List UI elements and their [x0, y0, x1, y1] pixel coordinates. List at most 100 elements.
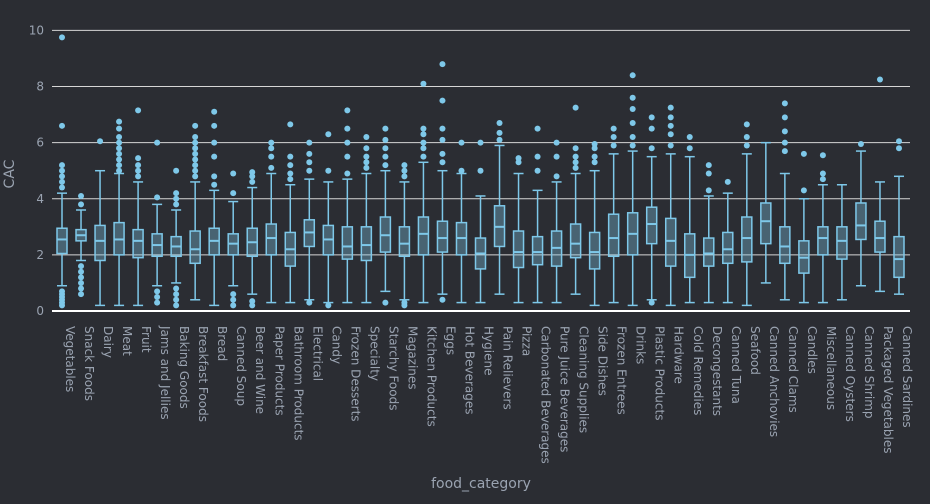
outlier-point — [591, 145, 598, 152]
outlier-point — [211, 153, 218, 160]
outlier-point — [515, 159, 522, 166]
box-cleaning-supplies[interactable] — [569, 104, 582, 295]
box-miscellaneous[interactable] — [817, 152, 829, 304]
outlier-point — [781, 148, 788, 155]
outlier-point — [268, 153, 275, 160]
box-beer-and-wine[interactable] — [246, 169, 258, 309]
x-tick-label: Dairy — [101, 326, 115, 358]
box-frozen-entrees[interactable] — [607, 125, 620, 304]
box-kitchen-products[interactable] — [417, 80, 430, 304]
box-hygiene[interactable] — [474, 139, 487, 304]
outlier-point — [363, 134, 370, 141]
box-specialty[interactable] — [360, 134, 373, 304]
box-side-dishes[interactable] — [588, 141, 601, 307]
outlier-point — [629, 120, 636, 127]
outlier-point — [382, 125, 389, 132]
outlier-point — [173, 167, 180, 174]
box-carbonated-beverages[interactable] — [531, 125, 544, 304]
box-cold-remedies[interactable] — [684, 134, 696, 304]
outlier-point — [800, 187, 807, 194]
outlier-point — [496, 120, 503, 127]
x-tick-label: Snack Foods — [82, 326, 96, 401]
outlier-point — [116, 145, 123, 152]
box-candles[interactable] — [798, 150, 810, 304]
box-canned-clams[interactable] — [779, 100, 791, 301]
outlier-point — [173, 285, 180, 292]
box-electrical[interactable] — [303, 139, 316, 306]
outlier-point — [420, 80, 427, 87]
x-tick-label: Eggs — [443, 326, 457, 355]
iqr-box — [722, 231, 734, 265]
outlier-point — [363, 153, 370, 160]
outlier-point — [287, 170, 294, 177]
box-seafood[interactable] — [741, 121, 753, 307]
box-dairy[interactable] — [94, 138, 106, 307]
iqr-box — [741, 216, 753, 263]
outlier-point — [420, 145, 427, 152]
box-hot-beverages[interactable] — [455, 139, 468, 304]
outlier-point — [439, 136, 446, 143]
box-canned-sardines[interactable] — [893, 138, 905, 295]
y-tick-label: 2 — [36, 248, 44, 262]
x-tick-label: Pure Juice Beverages — [558, 326, 572, 452]
outlier-point — [781, 100, 788, 107]
iqr-box — [94, 224, 106, 262]
box-decongestants[interactable] — [703, 162, 715, 304]
x-tick-label: Canned Anchovies — [767, 326, 781, 437]
outlier-point — [667, 131, 674, 138]
box-canned-anchovies[interactable] — [760, 141, 772, 284]
box-canned-soup[interactable] — [227, 170, 239, 309]
box-fruit[interactable] — [132, 107, 144, 307]
box-eggs[interactable] — [436, 61, 449, 303]
x-tick-label: Candles — [805, 326, 819, 374]
box-frozen-desserts[interactable] — [341, 107, 354, 304]
x-tick-label: Canned Sardines — [900, 326, 914, 428]
box-baking-goods[interactable] — [170, 167, 182, 309]
box-canned-tuna[interactable] — [722, 178, 734, 304]
outlier-point — [173, 302, 180, 309]
box-breakfast-foods[interactable] — [189, 122, 201, 301]
outlier-point — [154, 299, 161, 306]
x-tick-label: Specialty — [367, 326, 381, 381]
outlier-point — [382, 136, 389, 143]
box-magazines[interactable] — [398, 162, 411, 309]
x-tick-label: Beer and Wine — [253, 326, 267, 414]
box-pain-relievers[interactable] — [493, 120, 506, 295]
outlier-point — [59, 184, 65, 191]
outlier-point — [59, 288, 65, 295]
outlier-point — [819, 176, 826, 183]
outlier-point — [420, 131, 427, 138]
outlier-point — [116, 150, 123, 157]
box-packaged-vegetables[interactable] — [874, 76, 886, 293]
box-vegetables[interactable] — [56, 34, 68, 309]
box-meat[interactable] — [113, 118, 125, 307]
outlier-point — [192, 173, 199, 180]
outlier-point — [78, 268, 85, 275]
box-pizza[interactable] — [512, 155, 525, 304]
box-hardware[interactable] — [664, 104, 677, 307]
box-jams-and-jellies[interactable] — [151, 139, 163, 306]
box-canned-oysters[interactable] — [836, 183, 848, 301]
box-starchy-foods[interactable] — [379, 125, 392, 306]
outlier-point — [78, 291, 85, 298]
outlier-point — [135, 162, 142, 169]
outlier-point — [135, 173, 142, 180]
box-bread[interactable] — [208, 108, 220, 307]
box-series[interactable] — [56, 34, 905, 309]
outlier-point — [154, 194, 161, 201]
outlier-point — [154, 288, 161, 295]
box-candy[interactable] — [322, 131, 335, 309]
outlier-point — [306, 139, 313, 146]
box-drinks[interactable] — [626, 72, 639, 307]
outlier-point — [667, 104, 674, 111]
box-pure-juice-beverages[interactable] — [550, 139, 563, 304]
outlier-point — [211, 108, 218, 115]
outlier-point — [629, 134, 636, 141]
outlier-point — [781, 128, 788, 135]
box-bathroom-products[interactable] — [284, 121, 297, 304]
box-plastic-products[interactable] — [645, 114, 658, 306]
box-paper-products[interactable] — [265, 139, 277, 304]
box-canned-shrimp[interactable] — [855, 141, 867, 287]
box-snack-foods[interactable] — [75, 192, 87, 298]
